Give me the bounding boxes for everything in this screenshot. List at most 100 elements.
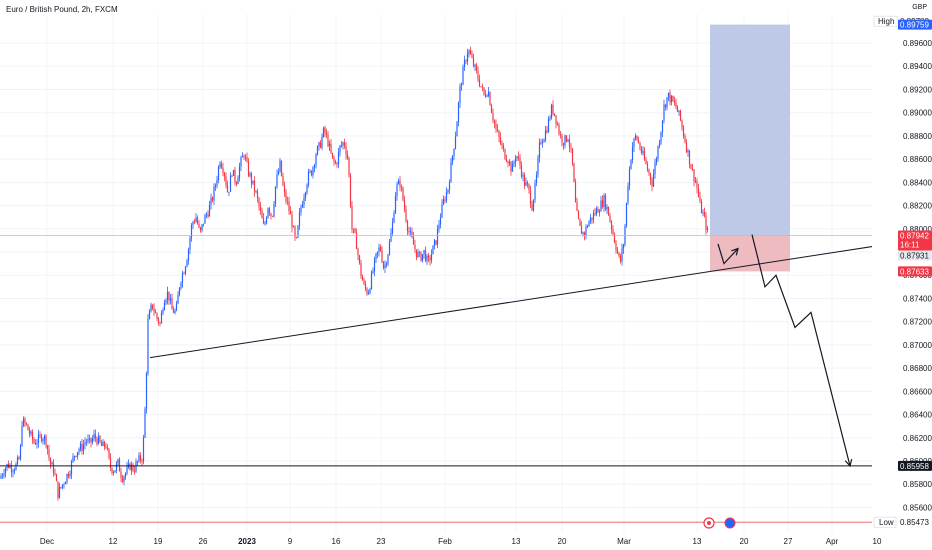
candle-body — [160, 312, 163, 324]
candle-body — [430, 254, 433, 261]
symbol-title[interactable]: Euro / British Pound, 2h, FXCM — [6, 5, 118, 14]
candle-body — [304, 192, 307, 198]
candle-body — [31, 431, 34, 440]
candle-body — [310, 170, 313, 176]
y-tick-label: 0.89200 — [903, 85, 932, 94]
candle-body — [633, 138, 635, 147]
candle-body — [108, 448, 110, 458]
candle-body — [640, 148, 643, 153]
candle-body — [42, 439, 44, 442]
candle-body — [84, 442, 86, 445]
projection-down-path[interactable] — [751, 234, 851, 467]
candle-body — [217, 166, 220, 180]
candle-body — [597, 208, 599, 213]
candle-body — [43, 435, 46, 440]
candle-body — [607, 206, 610, 216]
candle-body — [190, 224, 193, 238]
candle-body — [522, 174, 524, 177]
candle-body — [78, 449, 80, 453]
candle-body — [331, 152, 334, 158]
candle-body — [585, 226, 587, 236]
candle-body — [553, 113, 556, 116]
candle-body — [237, 177, 239, 185]
candle-body — [346, 154, 349, 158]
candle-body — [99, 435, 101, 442]
drawn-lines[interactable] — [0, 234, 898, 523]
candle-body — [205, 214, 208, 216]
x-tick-label: 2023 — [238, 537, 256, 546]
candle-body — [114, 470, 116, 473]
candle-body — [90, 438, 92, 443]
candle-body — [223, 173, 226, 177]
candle-body — [324, 127, 326, 133]
candle-body — [4, 468, 7, 474]
candle-body — [181, 273, 184, 283]
candle-body — [283, 185, 286, 193]
candle-body — [45, 435, 47, 446]
candle-body — [154, 311, 157, 314]
candle-body — [442, 199, 445, 205]
candle-body — [300, 207, 302, 213]
candle-body — [411, 231, 413, 238]
candle-body — [225, 176, 227, 186]
candle-body — [33, 439, 35, 443]
candle-body — [357, 249, 359, 256]
support-value-badge: 0.85958 — [900, 462, 929, 471]
candle-body — [525, 182, 527, 186]
candle-body — [669, 92, 671, 103]
candle-body — [282, 176, 284, 186]
candle-body — [150, 304, 152, 312]
time-axis[interactable]: Dec 12 19 26 2023 9 16 23 Feb 13 20 Mar 13 20 27 Apr 10 — [40, 537, 882, 546]
position-zones[interactable] — [710, 24, 790, 272]
candle-body — [421, 254, 424, 261]
candle-body — [427, 255, 430, 258]
projection-up-path[interactable] — [717, 243, 739, 265]
y-tick-label: 0.87400 — [903, 294, 932, 303]
candle-body — [573, 163, 575, 182]
candle-body — [592, 213, 595, 220]
candle-body — [267, 208, 269, 218]
candle-body — [288, 201, 290, 212]
entry-value-badge-bg — [898, 250, 932, 261]
event-icons[interactable] — [703, 517, 736, 529]
candle-body — [48, 449, 50, 458]
take-profit-zone[interactable] — [710, 24, 790, 236]
candle-body — [120, 471, 122, 478]
candle-body — [613, 234, 616, 243]
candle-body — [162, 310, 164, 313]
candle-body — [94, 434, 97, 439]
candle-body — [609, 215, 611, 222]
candle-body — [264, 223, 266, 225]
candle-body — [403, 200, 406, 210]
candle-body — [141, 460, 143, 462]
candle-body — [654, 162, 656, 175]
y-tick-label: 0.87200 — [903, 318, 932, 327]
candle-body — [495, 123, 497, 130]
candle-body — [216, 179, 218, 186]
candle-body — [387, 254, 389, 264]
candle-body — [315, 154, 317, 166]
candle-body — [475, 64, 478, 71]
stop-loss-zone[interactable] — [710, 235, 790, 272]
candle-body — [63, 484, 65, 485]
candle-body — [219, 163, 221, 167]
candle-body — [537, 157, 539, 175]
x-tick-label: 20 — [740, 537, 749, 546]
candle-body — [667, 92, 670, 98]
trendline[interactable] — [149, 242, 898, 359]
stop-value-badge: 0.87633 — [900, 267, 929, 276]
candle-body — [261, 210, 263, 219]
candle-body — [538, 142, 541, 158]
candle-body — [361, 275, 364, 281]
candle-body — [552, 104, 554, 114]
candle-body — [622, 244, 625, 249]
candle-body — [70, 461, 73, 475]
candle-body — [60, 487, 62, 488]
candle-body — [351, 206, 353, 230]
candle-body — [492, 113, 494, 121]
candle-body — [550, 104, 553, 119]
x-tick-label: 26 — [199, 537, 208, 546]
event-news-icon[interactable] — [724, 517, 736, 529]
